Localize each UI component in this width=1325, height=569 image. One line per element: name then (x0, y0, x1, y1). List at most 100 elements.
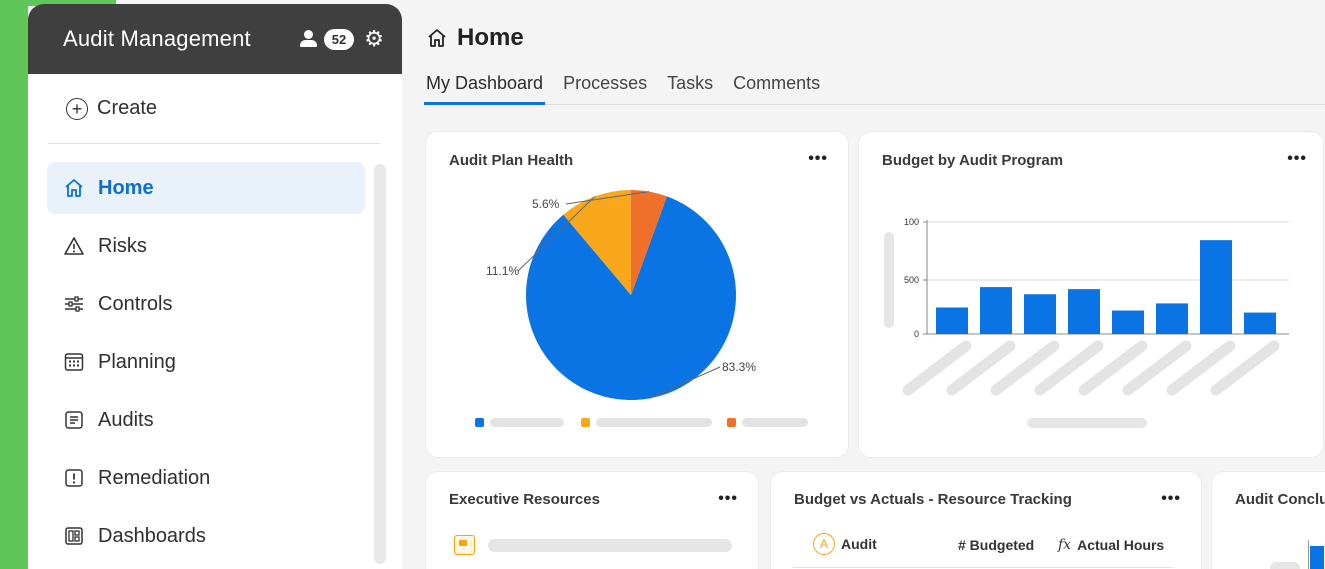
sidebar-item-controls[interactable]: Controls (47, 278, 365, 330)
sidebar: Audit Management 52 ⚙ + Create (28, 4, 402, 569)
legend-swatch (475, 418, 484, 427)
more-options-icon[interactable]: ••• (1161, 490, 1181, 507)
tab-processes[interactable]: Processes (563, 73, 648, 93)
sidebar-item-planning[interactable]: Planning (47, 336, 365, 388)
y-tick-label: 500 (904, 275, 919, 285)
y-tick-label: 100 (904, 217, 919, 227)
pie-slice[interactable] (526, 196, 736, 400)
more-options-icon[interactable]: ••• (808, 150, 828, 167)
column-label: Audit (841, 536, 877, 552)
sidebar-item-label: Controls (98, 292, 173, 315)
sidebar-item-label: Remediation (98, 466, 211, 489)
formula-icon: fx (1058, 537, 1072, 553)
background-strip (0, 0, 28, 569)
card-title: Budget vs Actuals - Resource Tracking (794, 491, 1072, 508)
bar-chart: 100 500 0 (884, 217, 1289, 428)
text-field-icon: A (813, 533, 835, 555)
warning-icon (63, 235, 85, 257)
legend-item (727, 418, 808, 427)
sidebar-nav: Home Risks Controls Planning Audits Reme… (47, 162, 365, 568)
sidebar-item-label: Planning (98, 350, 176, 373)
placeholder-bar (1270, 562, 1300, 569)
pie-leader-line (649, 366, 721, 399)
bar[interactable] (1244, 312, 1276, 334)
axis-line (1308, 540, 1309, 569)
create-label: Create (97, 97, 158, 119)
x-label-placeholder (1078, 340, 1148, 396)
legend-swatch (581, 418, 590, 427)
card-title: Budget by Audit Program (882, 152, 1064, 169)
bar[interactable] (1112, 310, 1144, 334)
sidebar-item-dashboards[interactable]: Dashboards (47, 510, 365, 562)
gear-icon[interactable]: ⚙ (364, 26, 384, 51)
pie-label-large: 83.3% (722, 360, 757, 374)
more-options-icon[interactable]: ••• (1287, 150, 1307, 167)
sidebar-item-risks[interactable]: Risks (47, 220, 365, 272)
alert-box-icon (63, 467, 85, 489)
main-content: Home My Dashboard Processes Tasks Commen… (402, 0, 1325, 569)
home-icon (426, 27, 448, 49)
x-label-placeholder (1210, 340, 1280, 396)
sidebar-header: Audit Management 52 ⚙ (28, 4, 402, 74)
x-label-placeholder (990, 340, 1060, 396)
tab-tasks[interactable]: Tasks (667, 73, 714, 93)
legend-placeholder (742, 418, 808, 427)
dashboard-icon (63, 525, 85, 547)
plus-circle-icon: + (66, 97, 88, 120)
bar (1310, 546, 1324, 569)
bar[interactable] (1024, 294, 1056, 334)
sidebar-item-label: Risks (98, 234, 147, 257)
sidebar-item-label: Audits (98, 408, 154, 431)
notification-badge[interactable]: 52 (323, 28, 355, 50)
x-label-placeholder (902, 340, 972, 396)
column-label: Actual Hours (1077, 537, 1165, 553)
pie-leader-line (517, 196, 596, 272)
y-axis-title-placeholder (884, 232, 894, 328)
pie-label-small: 5.6% (532, 197, 560, 211)
pie-slice[interactable] (563, 190, 631, 295)
more-options-icon[interactable]: ••• (718, 490, 738, 507)
bar[interactable] (980, 287, 1012, 334)
audit-conclusions-card: Audit Conclu (1212, 472, 1325, 569)
tab-comments[interactable]: Comments (733, 73, 821, 93)
create-button[interactable]: + Create (48, 74, 380, 144)
column-label: # Budgeted (958, 537, 1035, 553)
user-icon[interactable] (299, 30, 318, 48)
x-label-placeholder (1034, 340, 1104, 396)
card-title: Executive Resources (449, 491, 600, 508)
tab-my-dashboard[interactable]: My Dashboard (424, 71, 546, 105)
bar[interactable] (1156, 303, 1188, 334)
budget-by-program-card: Budget by Audit Program ••• 100 500 0 (859, 132, 1323, 457)
app-title: Audit Management (63, 26, 251, 51)
document-icon (63, 409, 85, 431)
x-axis-title-placeholder (1027, 418, 1147, 428)
sidebar-item-remediation[interactable]: Remediation (47, 452, 365, 504)
x-label-placeholder (1166, 340, 1236, 396)
card-title: Audit Conclu (1235, 491, 1325, 508)
pie-slice[interactable] (630, 190, 667, 295)
column-header-audit[interactable]: A Audit (813, 533, 877, 555)
audit-plan-health-card: Audit Plan Health ••• 5.6% 11.1% 83.3% (426, 132, 848, 457)
placeholder-bar (488, 539, 732, 552)
y-tick-label: 0 (914, 329, 919, 339)
sidebar-item-audits[interactable]: Audits (47, 394, 365, 446)
legend-item (475, 418, 564, 427)
legend-item (581, 418, 712, 427)
tab-bar: My Dashboard Processes Tasks Comments (424, 71, 1325, 105)
home-icon (63, 177, 85, 199)
page-title: Home (426, 24, 524, 52)
column-header-budgeted[interactable]: # Budgeted (958, 537, 1034, 553)
bar[interactable] (936, 307, 968, 334)
sidebar-scrollbar[interactable] (374, 164, 386, 564)
sidebar-item-home[interactable]: Home (47, 162, 365, 214)
bar[interactable] (1200, 240, 1232, 334)
presentation-icon (454, 535, 475, 555)
x-label-placeholder (1122, 340, 1192, 396)
sidebar-item-label: Home (98, 176, 154, 199)
column-header-actual-hours[interactable]: fx Actual Hours (1058, 537, 1164, 553)
bar[interactable] (1068, 289, 1100, 334)
pie-leader-line (565, 191, 650, 205)
x-label-placeholder (946, 340, 1016, 396)
sidebar-item-label: Dashboards (98, 524, 206, 547)
legend-placeholder (596, 418, 712, 427)
